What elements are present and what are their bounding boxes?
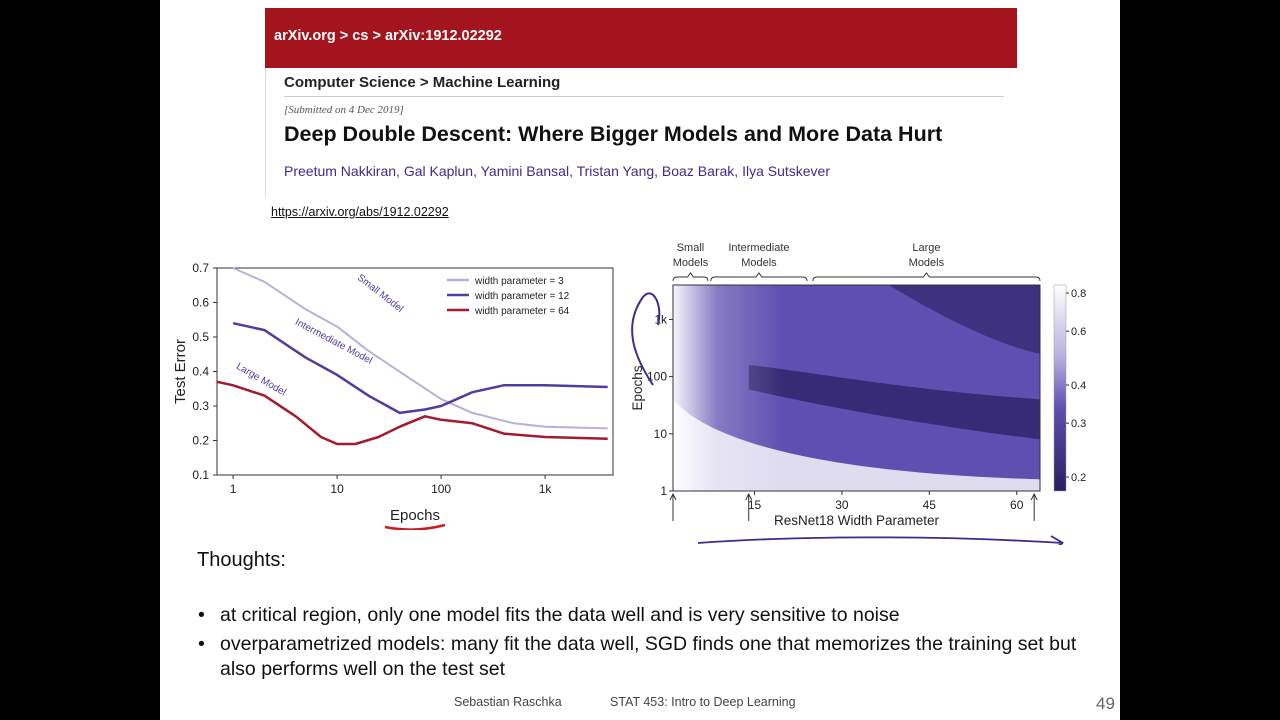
y-tick-label: 0.5 <box>192 330 209 344</box>
x-tick-label: 15 <box>748 498 762 512</box>
arxiv-header-bar: arXiv.org > cs > arXiv:1912.02292 <box>265 8 1017 68</box>
colorbar-tick-label: 0.2 <box>1071 472 1086 484</box>
y-tick-label: 1 <box>660 484 667 498</box>
marker-arrow-head <box>745 492 753 501</box>
colorbar-tick-label: 0.3 <box>1071 418 1086 430</box>
y-tick-label: 10 <box>654 427 668 441</box>
divider <box>284 96 1004 97</box>
double-descent-heatmap: 15 30 45 60 1 10 100 1k ResNet18 Width Parameter… <box>630 242 1086 545</box>
bullet-item: • at critical region, only one model fits… <box>198 603 1090 628</box>
region-label: Models <box>673 257 709 269</box>
bullet-text: overparametrized models: many fit the da… <box>220 633 1077 680</box>
bullet-icon: • <box>198 604 205 626</box>
y-tick-label: 0.6 <box>192 296 209 310</box>
region-label: Models <box>741 257 777 269</box>
bullet-text: at critical region, only one model fits … <box>220 604 900 626</box>
series-line <box>232 267 608 430</box>
thoughts-list: • at critical region, only one model fits… <box>198 603 1090 686</box>
footer-course: STAT 453: Intro to Deep Learning <box>610 695 796 709</box>
y-tick-label: 0.4 <box>192 365 209 379</box>
region-label: Models <box>909 257 945 269</box>
test-error-chart: 0.1 0.2 0.3 0.4 0.5 0.6 0.7 1 10 100 1k Epochs Test … <box>172 261 614 530</box>
x-axis-label: ResNet18 Width Parameter <box>774 513 940 528</box>
hand-arrow-annotation <box>697 535 1064 545</box>
paper-title: Deep Double Descent: Where Bigger Models… <box>284 122 943 146</box>
y-tick-label: 1k <box>654 312 668 326</box>
region-bracket <box>710 272 808 282</box>
arxiv-breadcrumb[interactable]: arXiv.org > cs > arXiv:1912.02292 <box>274 28 502 44</box>
y-tick-label: 0.1 <box>192 468 209 482</box>
legend-entry: width parameter = 12 <box>474 291 570 302</box>
hand-underline-annotation <box>384 523 446 530</box>
x-tick-label: 1k <box>539 482 553 496</box>
y-axis-label: Test Error <box>172 339 189 404</box>
x-tick-label: 60 <box>1010 498 1024 512</box>
region-label: Intermediate <box>728 242 789 254</box>
colorbar <box>1053 284 1067 492</box>
y-axis-label: Epochs <box>630 365 645 410</box>
submitted-date: [Submitted on 4 Dec 2019] <box>284 104 404 116</box>
colorbar-tick-label: 0.6 <box>1071 326 1086 338</box>
series-line <box>232 321 608 415</box>
colorbar-tick-label: 0.8 <box>1071 288 1086 300</box>
subject-heading: Computer Science > Machine Learning <box>284 74 561 91</box>
x-tick-label: 30 <box>835 498 849 512</box>
series-line <box>216 380 608 446</box>
footer-author: Sebastian Raschka <box>454 695 562 709</box>
heatmap-high-region <box>673 399 1040 491</box>
hand-arrow-annotation <box>631 292 661 386</box>
plot-frame <box>216 267 614 476</box>
colorbar-tick-label: 0.4 <box>1071 380 1086 392</box>
region-label: Large <box>912 242 940 254</box>
page-number: 49 <box>1096 694 1115 713</box>
y-tick-label: 0.3 <box>192 399 209 413</box>
plot-frame <box>672 284 1041 492</box>
bullet-item: • overparametrized models: many fit the d… <box>198 632 1090 682</box>
paper-link[interactable]: https://arxiv.org/abs/1912.02292 <box>271 205 449 219</box>
paper-info: Computer Science > Machine Learning [Sub… <box>265 68 1018 198</box>
marker-arrow-head <box>669 492 677 501</box>
paper-authors[interactable]: Preetum Nakkiran, Gal Kaplun, Yamini Ban… <box>284 163 831 179</box>
legend-entry: width parameter = 3 <box>474 276 564 287</box>
x-tick-label: 10 <box>330 482 344 496</box>
slide: arXiv.org > cs > arXiv:1912.02292 Comput… <box>160 0 1120 720</box>
legend-entry: width parameter = 64 <box>474 306 570 317</box>
y-tick-label: 0.2 <box>192 434 209 448</box>
x-tick-label: 100 <box>431 482 451 496</box>
bullet-icon: • <box>198 633 205 655</box>
thoughts-heading: Thoughts: <box>197 549 286 571</box>
y-tick-label: 100 <box>647 370 667 384</box>
marker-arrow-head <box>1030 492 1038 501</box>
y-tick-label: 0.7 <box>192 261 209 275</box>
x-tick-label: 45 <box>923 498 937 512</box>
x-tick-label: 1 <box>230 482 237 496</box>
region-bracket <box>812 272 1041 282</box>
region-label: Small <box>677 242 705 254</box>
x-axis-label: Epochs <box>390 507 440 524</box>
region-bracket <box>672 272 709 282</box>
